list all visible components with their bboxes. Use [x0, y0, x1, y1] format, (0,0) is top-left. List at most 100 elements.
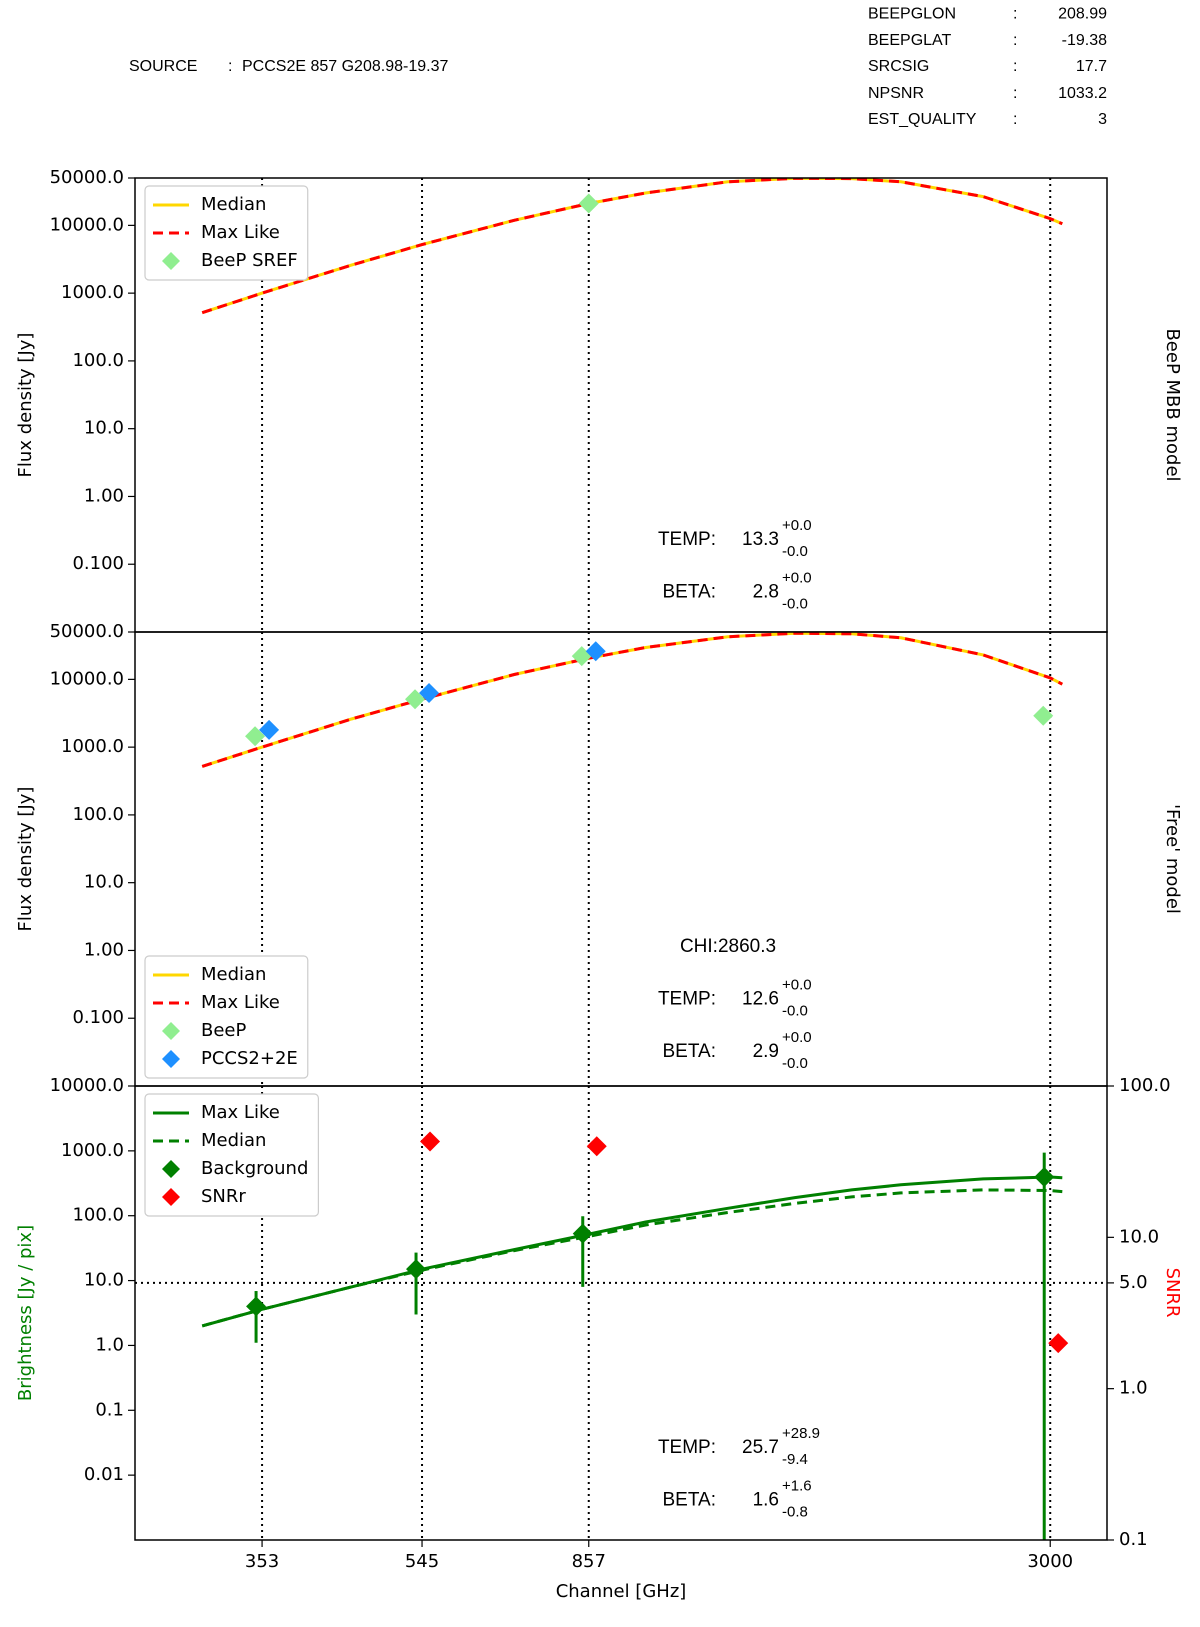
source-name: PCCS2E 857 G208.98-19.37 [242, 58, 448, 75]
y2-tick-label: 0.1 [1119, 1529, 1148, 1550]
data-point [1048, 1333, 1069, 1354]
legend-marker [162, 252, 180, 270]
series-line [201, 178, 1063, 315]
field-value: -19.38 [1062, 32, 1107, 49]
legend-label: Max Like [201, 992, 280, 1013]
field-name: NPSNR [868, 85, 924, 102]
field-value: 1033.2 [1058, 85, 1107, 102]
field-value: 17.7 [1076, 58, 1107, 75]
x-tick-label: 857 [572, 1551, 606, 1572]
field-sep: : [1013, 32, 1017, 49]
axes-frame [134, 1085, 1108, 1541]
param-label: TEMP: [658, 529, 716, 550]
y-tick-label: 0.100 [72, 553, 124, 574]
y-tick-label: 100.0 [72, 804, 124, 825]
param-value: 2.8 [753, 582, 779, 603]
y-tick-label: 1000.0 [61, 1140, 124, 1161]
x-tick-label: 545 [405, 1551, 439, 1572]
series-line [201, 632, 1063, 768]
param-value: 1.6 [753, 1490, 779, 1511]
param-label: TEMP: [658, 1437, 716, 1458]
y2-tick-label: 5.0 [1119, 1272, 1148, 1293]
legend-label: Background [201, 1158, 308, 1179]
y2-tick-label: 1.0 [1119, 1378, 1148, 1399]
data-point [1034, 1167, 1055, 1188]
data-point [578, 193, 599, 214]
legend-label: Max Like [201, 1102, 280, 1123]
plot-area [201, 632, 1063, 768]
legend-label: Median [201, 1130, 266, 1151]
y2-tick-label: 10.0 [1119, 1226, 1159, 1247]
field-value: 208.99 [1058, 6, 1107, 23]
data-point [419, 682, 440, 703]
param-minus: -9.4 [782, 1451, 808, 1468]
x-axis-label: Channel [GHz] [556, 1581, 687, 1602]
data-point [406, 1259, 427, 1280]
field-sep: : [1013, 111, 1017, 128]
y-tick-label: 50000.0 [50, 167, 124, 188]
param-value: 13.3 [742, 529, 779, 550]
param-minus: -0.0 [782, 1002, 808, 1019]
series-line [201, 632, 1063, 768]
series-line [201, 178, 1063, 315]
field-sep: : [1013, 58, 1017, 75]
series-line [201, 1175, 1063, 1328]
right-label: 'Free' model [1162, 804, 1183, 914]
legend-label: BeeP SREF [201, 250, 298, 271]
field-name: BEEPGLAT [868, 32, 952, 49]
data-point [246, 1296, 267, 1317]
param-minus: -0.0 [782, 543, 808, 560]
y-tick-label: 1000.0 [61, 282, 124, 303]
y2-tick-label: 100.0 [1119, 1075, 1171, 1096]
y-tick-label: 10.0 [84, 418, 124, 439]
param-label: BETA: [663, 582, 717, 603]
y-tick-label: 1000.0 [61, 736, 124, 757]
y-axis-label: Flux density [Jy] [15, 787, 36, 932]
param-value: 12.6 [742, 988, 779, 1009]
y2-axis-label: SNRR [1162, 1268, 1183, 1318]
param-value: 25.7 [742, 1437, 779, 1458]
y-tick-label: 1.0 [95, 1334, 124, 1355]
right-label: BeeP MBB model [1162, 328, 1183, 481]
param-plus: +1.6 [782, 1477, 812, 1494]
y-tick-label: 10.0 [84, 1270, 124, 1291]
param-plus: +28.9 [782, 1425, 820, 1442]
param-plus: +0.0 [782, 569, 812, 586]
field-name: EST_QUALITY [868, 111, 977, 128]
param-plus: +0.0 [782, 1029, 812, 1046]
legend-label: PCCS2+2E [201, 1048, 298, 1069]
param-label: BETA: [663, 1041, 717, 1062]
y-tick-label: 10000.0 [50, 668, 124, 689]
param-value: 2.9 [753, 1041, 779, 1062]
legend-label: BeeP [201, 1020, 246, 1041]
y-tick-label: 0.100 [72, 1007, 124, 1028]
chi-value: CHI:2860.3 [680, 936, 776, 957]
y-tick-label: 0.1 [95, 1399, 124, 1420]
legend-label: SNRr [201, 1186, 246, 1207]
legend-label: Median [201, 194, 266, 215]
param-minus: -0.0 [782, 595, 808, 612]
legend-label: Max Like [201, 222, 280, 243]
param-minus: -0.8 [782, 1503, 808, 1520]
data-point [585, 641, 606, 662]
field-sep: : [1013, 6, 1017, 23]
param-label: TEMP: [658, 988, 716, 1009]
field-value: 3 [1098, 111, 1107, 128]
y-tick-label: 0.01 [84, 1464, 124, 1485]
legend-box [144, 1093, 319, 1217]
y-axis-label: Flux density [Jy] [15, 333, 36, 478]
y-tick-label: 100.0 [72, 1205, 124, 1226]
legend-marker [162, 1022, 180, 1040]
y-tick-label: 50000.0 [50, 621, 124, 642]
plot-area [201, 178, 1063, 315]
field-name: SRCSIG [868, 58, 929, 75]
x-tick-label: 3000 [1027, 1551, 1073, 1572]
legend-box [144, 955, 309, 1079]
data-point [405, 689, 426, 710]
param-label: BETA: [663, 1490, 717, 1511]
x-tick-label: 353 [245, 1551, 279, 1572]
param-plus: +0.0 [782, 976, 812, 993]
field-name: BEEPGLON [868, 6, 956, 23]
param-plus: +0.0 [782, 517, 812, 534]
